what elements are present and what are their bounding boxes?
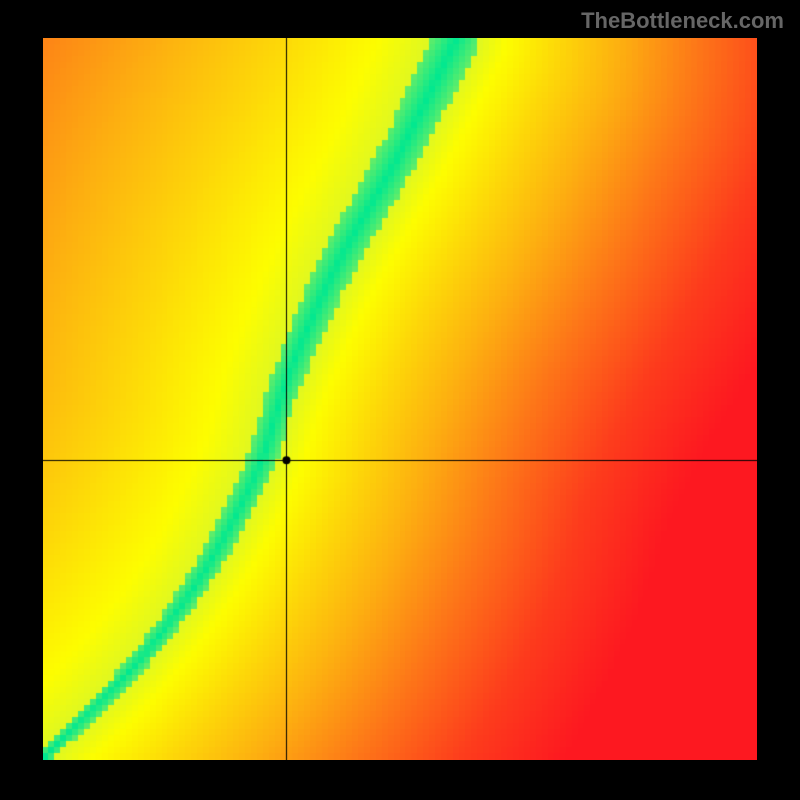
bottleneck-heatmap-canvas [43,38,757,760]
watermark-text: TheBottleneck.com [581,8,784,34]
page-root: TheBottleneck.com [0,0,800,800]
